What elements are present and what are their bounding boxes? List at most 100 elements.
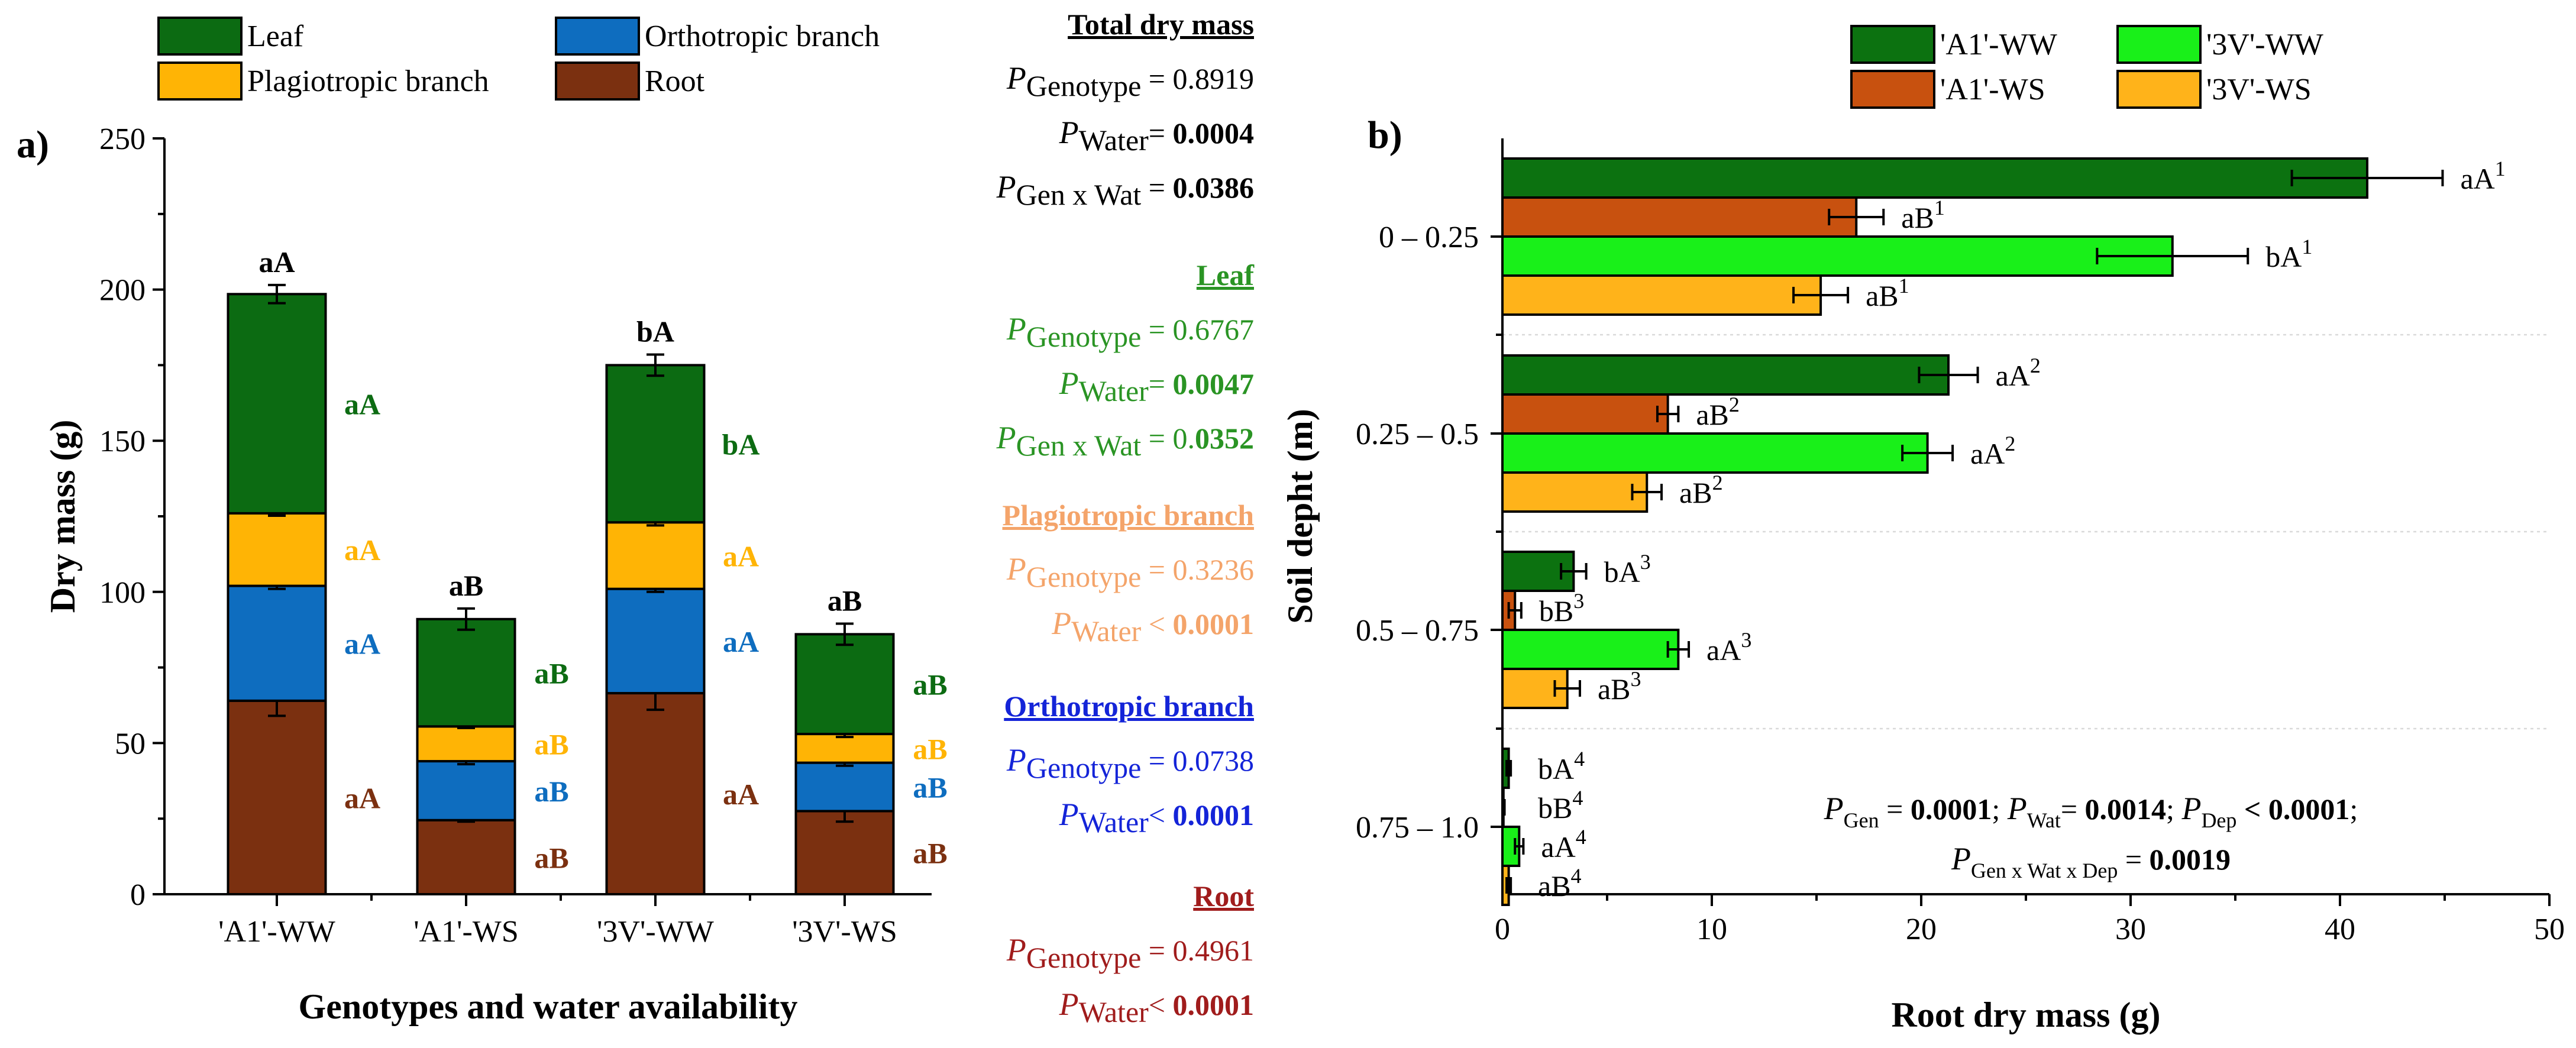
y-tick-label: 0.5 – 0.75 [1356, 614, 1479, 648]
stat-block-title: Leaf [1197, 258, 1255, 292]
segment-letter-label: aB [913, 771, 947, 804]
y-tick-label: 0 [130, 878, 146, 912]
x-tick-label: 40 [2325, 913, 2355, 946]
stat-operator: < [1141, 607, 1172, 641]
legend-label: 'A1'-WS [1940, 73, 2045, 106]
annotation-run: 0.0001 [1911, 793, 1992, 826]
letter: bA [1604, 555, 1640, 588]
p-value: 0.6767 [1173, 313, 1255, 346]
stat-operator: = [1141, 744, 1172, 777]
panel-a-stacked-bar-chart: a) 0 50 100 150 200 250 Dry mass (g) 'A1'-WW 'A1'… [17, 17, 948, 1026]
depth-superscript: 2 [1729, 393, 1740, 416]
annotation-run: P [2181, 791, 2201, 826]
bar-segment-orthotropic-branch [605, 587, 706, 695]
bar-segment-leaf [605, 364, 706, 524]
p-value: 0.3236 [1173, 553, 1255, 586]
panel-b-label: b) [1368, 114, 1402, 157]
depth-superscript: 4 [1574, 747, 1585, 771]
depth-superscript: 1 [1934, 196, 1945, 219]
y-tick-label: 150 [99, 425, 146, 458]
stat-operator: = [1149, 367, 1173, 400]
y-axis-title: Soil depht (m) [1281, 409, 1320, 623]
p-value: 0.0001 [1173, 798, 1255, 832]
letter: aB [1901, 201, 1934, 234]
segment-letter-label: aA [344, 533, 380, 567]
x-tick-label: 0 [1495, 913, 1510, 946]
stat-line: PWater= 0.0047 [1059, 365, 1254, 407]
stat-line: PGen x Wat = 0.0352 [996, 420, 1254, 462]
p-value: 0352 [1195, 422, 1254, 455]
total-letter-label: bA [636, 315, 674, 348]
p-symbol: P [1059, 115, 1079, 150]
letter: bA [2265, 240, 2302, 273]
legend-label: Plagiotropic branch [247, 64, 489, 98]
stat-operator: = 0. [1141, 422, 1195, 455]
segment-letter-label: aB [913, 668, 947, 701]
depth-superscript: 3 [1573, 589, 1584, 613]
letter: bA [1538, 752, 1574, 785]
hbar-letter-label: aA2 [1970, 432, 2015, 470]
hbar-letter-label: aB1 [1866, 274, 1909, 312]
x-tick-label: '3V'-WW [597, 915, 714, 949]
legend-label: Leaf [247, 20, 304, 53]
hbar-3v-ww [1501, 432, 1929, 474]
bar-segment-plagiotropic-branch [416, 725, 516, 763]
bar-segment-orthotropic-branch [794, 761, 895, 813]
annotation-run: Gen x Wat x Dep [1971, 859, 2118, 882]
annotation-run: P [1824, 791, 1844, 826]
y-axis-title: Dry mass (g) [43, 420, 82, 613]
hbar-letter-label: aA1 [2460, 157, 2505, 195]
hbar-letter-label: aA4 [1541, 825, 1586, 863]
y-tick-label: 200 [99, 274, 146, 308]
p-value: 0.0001 [1173, 607, 1255, 641]
letter: aA [1996, 359, 2030, 392]
legend-swatch [2116, 25, 2202, 64]
p-symbol: P [1059, 797, 1079, 832]
x-tick-label: 30 [2115, 913, 2146, 946]
stat-line: PGenotype = 0.6767 [1006, 311, 1254, 353]
y-tick-label: 0.25 – 0.5 [1356, 418, 1479, 451]
hbar-letter-label: aA2 [1996, 354, 2041, 392]
p-symbol: P [1006, 932, 1026, 968]
hbar-letter-label: bA1 [2265, 235, 2312, 273]
hbar-3v-ww [1501, 629, 1680, 670]
bar-segment-root [227, 699, 327, 896]
stat-block-title: Total dry mass [1068, 8, 1254, 41]
total-letter-label: aB [449, 569, 483, 602]
hbar-letter-label: bB4 [1538, 786, 1583, 824]
legend-swatch-plagiotropic-branch [157, 62, 243, 101]
letter: aB [1696, 398, 1729, 431]
depth-superscript: 1 [2302, 235, 2312, 258]
segment-letter-label: aB [913, 837, 947, 870]
legend-label: Root [645, 64, 705, 98]
hbar-a1-ww [1501, 354, 1950, 396]
annotation-run: = [1879, 793, 1911, 826]
x-tick-label: 50 [2534, 913, 2565, 946]
p-subscript: Water [1079, 124, 1149, 157]
hbar-letter-label: aB2 [1679, 471, 1723, 509]
hbar-letter-label: aB3 [1598, 667, 1641, 706]
stat-block-title: Orthotropic branch [1004, 690, 1254, 723]
hbar-a1-ww [1501, 157, 2369, 199]
stat-operator: < [1149, 798, 1173, 832]
p-subscript: Water [1079, 374, 1149, 407]
total-letter-label: aB [828, 584, 862, 617]
hbar-letter-label: bA4 [1538, 747, 1585, 785]
annotation-run: 0.0014 [2085, 793, 2167, 826]
annotation-run: ; [2349, 793, 2358, 826]
segment-letter-label: aB [534, 728, 568, 761]
x-tick-label: '3V'-WS [792, 915, 897, 949]
x-tick-label: 10 [1696, 913, 1727, 946]
annotation-run: Wat [2027, 808, 2061, 832]
stat-line: PWater= 0.0004 [1059, 115, 1254, 157]
p-symbol: P [1059, 365, 1079, 401]
stat-line: PWater< 0.0001 [1059, 986, 1254, 1028]
bar-segment-root [416, 819, 516, 895]
p-symbol: P [996, 420, 1016, 455]
segment-letter-label: aA [723, 625, 759, 658]
depth-superscript: 4 [1571, 864, 1582, 888]
letter: bB [1539, 594, 1573, 627]
segment-letter-label: aB [534, 657, 568, 690]
hbar-letter-label: aB4 [1538, 864, 1582, 903]
